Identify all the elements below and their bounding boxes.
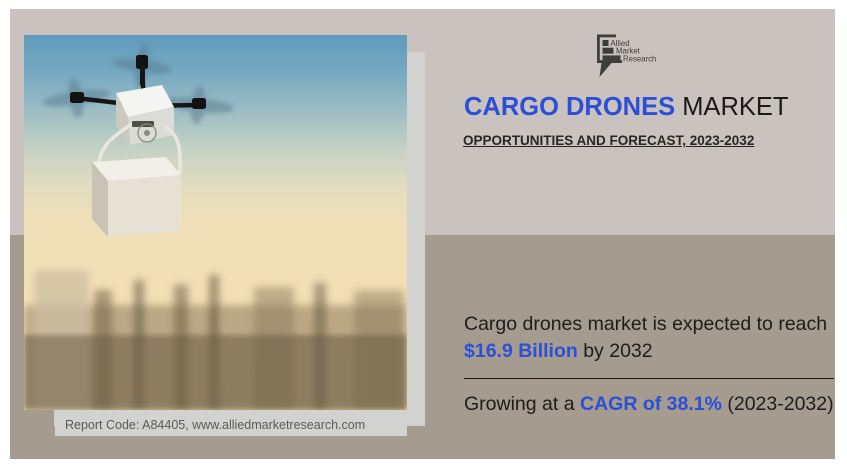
svg-text:Research: Research — [623, 54, 656, 63]
